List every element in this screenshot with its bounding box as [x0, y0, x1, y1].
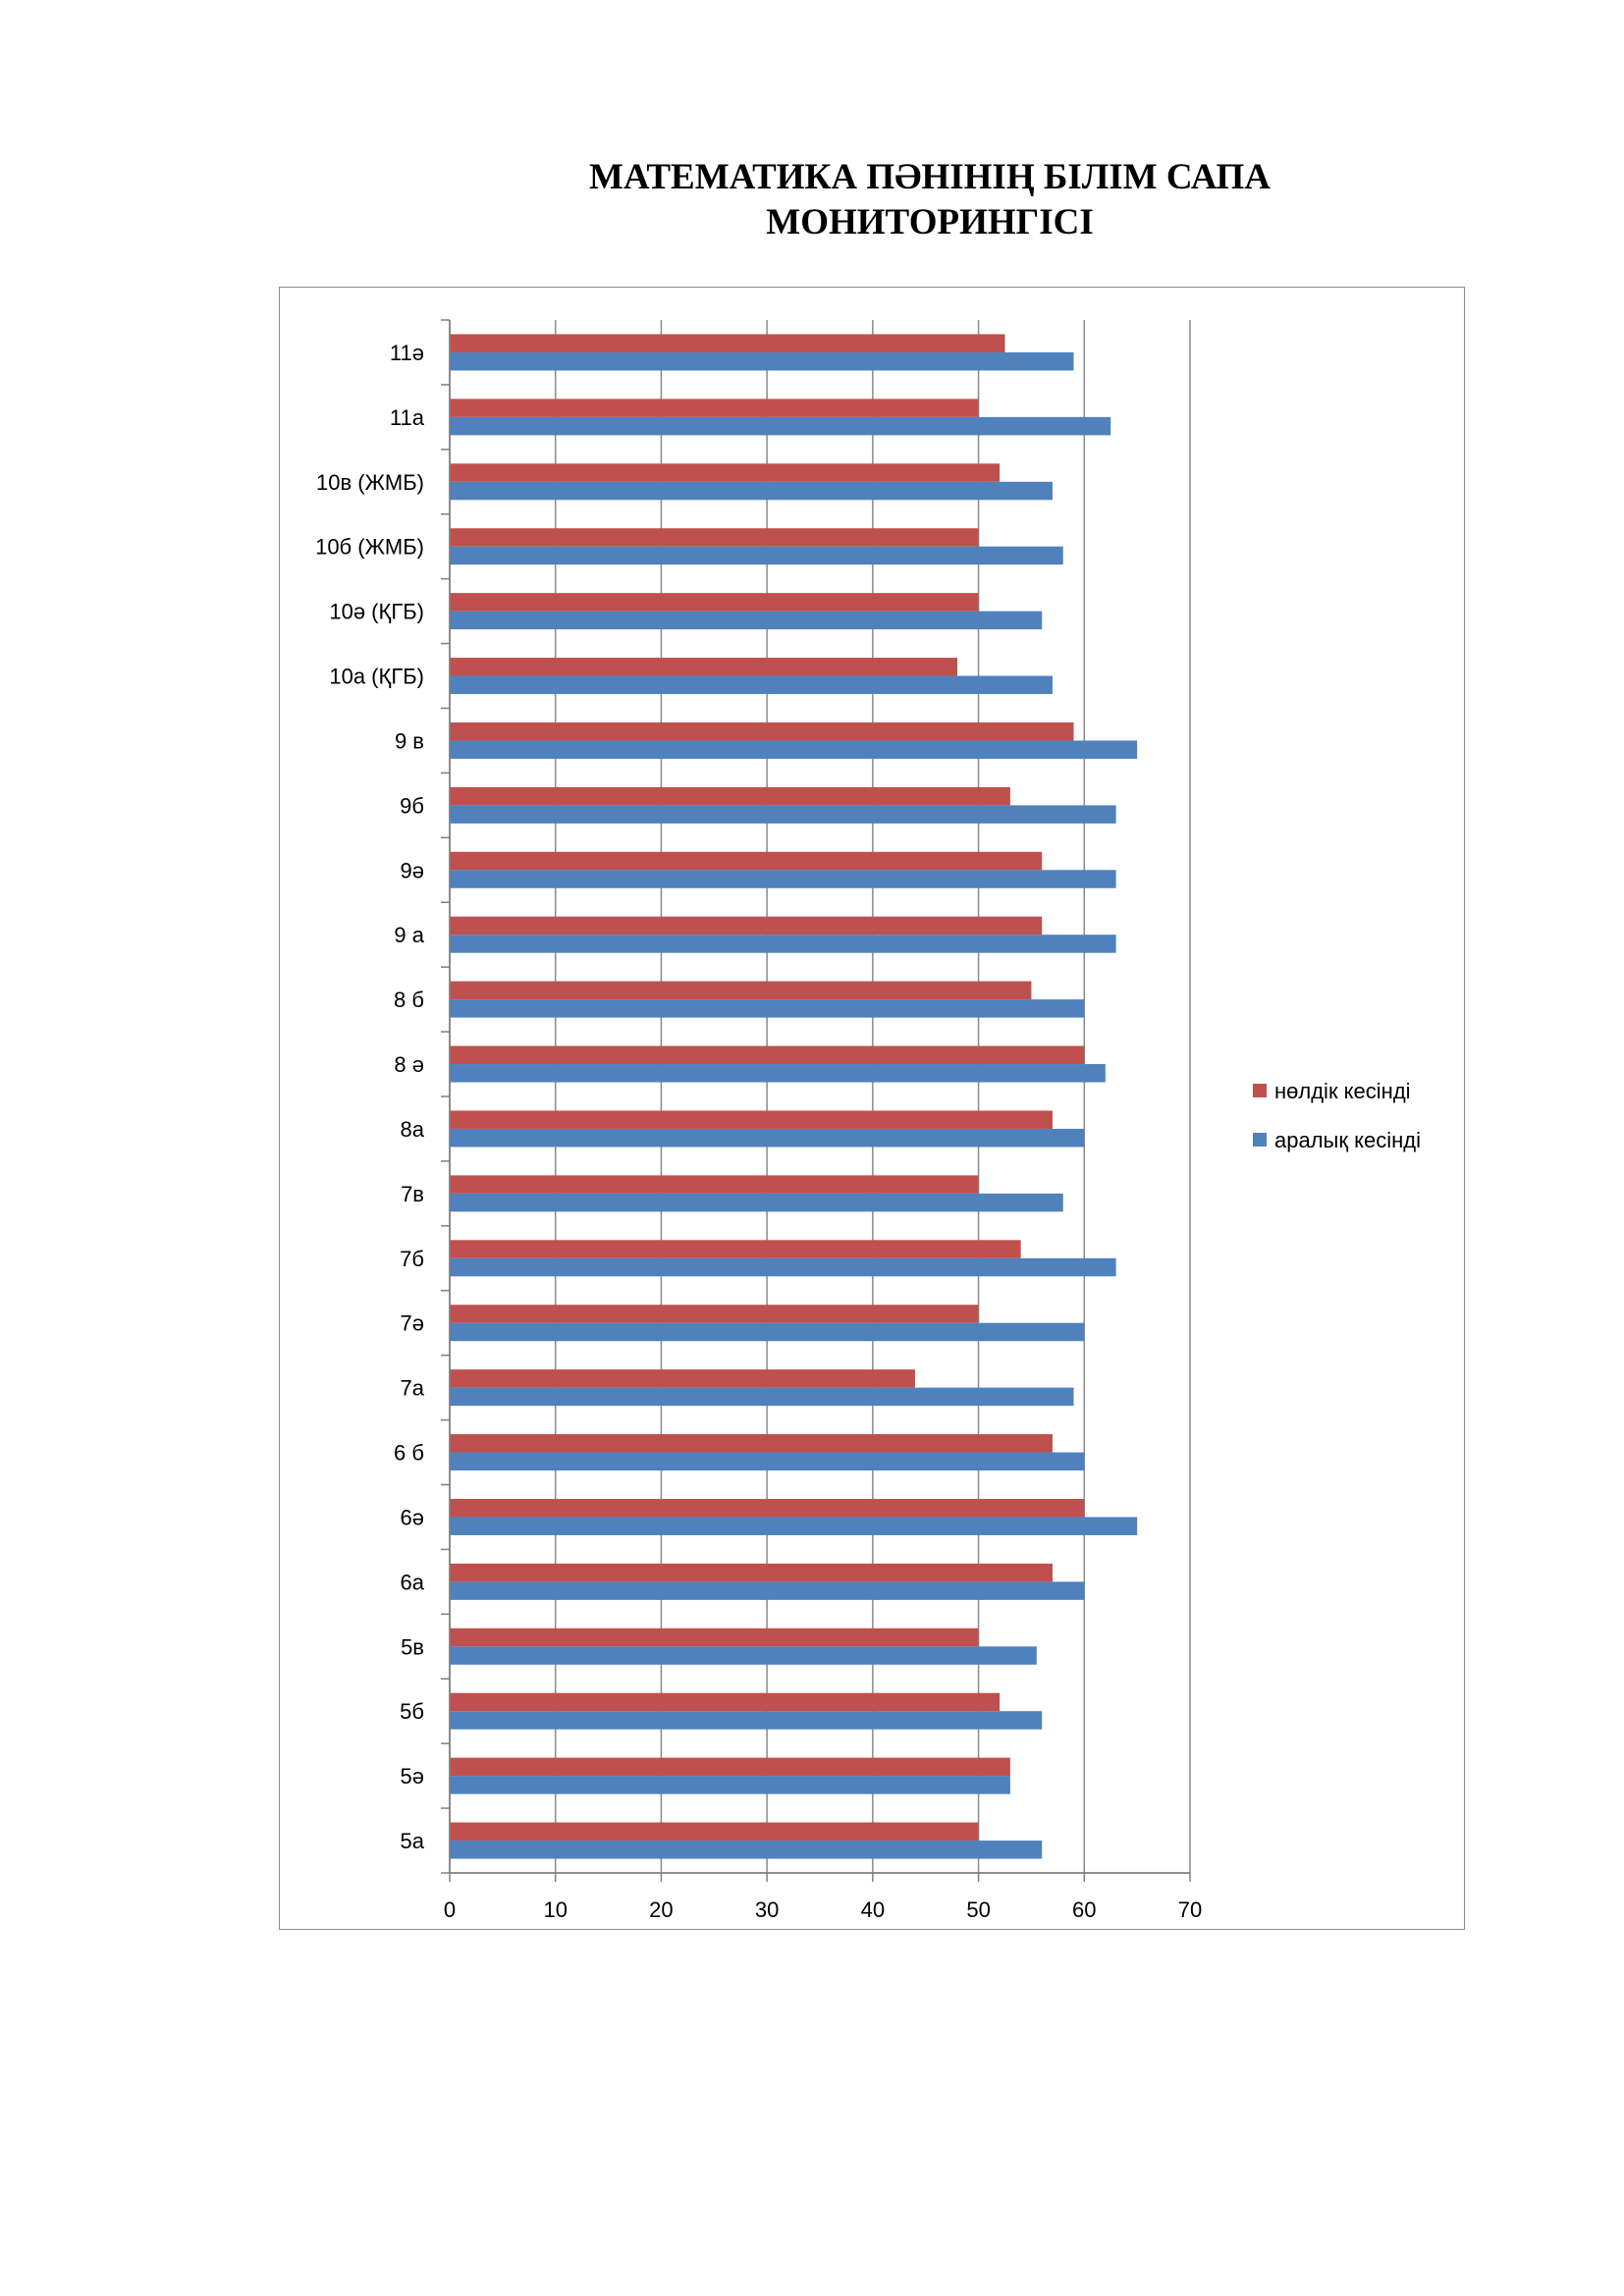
x-tick-label: 60: [1072, 1897, 1096, 1922]
category-label: 8 ә: [394, 1052, 424, 1077]
bar-нөлдік-кесінді: [450, 1369, 915, 1388]
chart-frame: [279, 287, 1465, 1930]
category-label: 11а: [390, 405, 425, 430]
bar-аралық-кесінді: [450, 1776, 1010, 1794]
bar-аралық-кесінді: [450, 675, 1053, 695]
bar-аралық-кесінді: [450, 351, 1074, 371]
legend-swatch: [1253, 1133, 1267, 1147]
category-label: 8 б: [394, 988, 424, 1012]
bar-нөлдік-кесінді: [450, 658, 958, 676]
category-label: 7ә: [401, 1311, 424, 1336]
bar-нөлдік-кесінді: [450, 1305, 979, 1323]
category-label: 11ә: [390, 341, 424, 365]
bar-нөлдік-кесінді: [450, 981, 1032, 1000]
x-tick-label: 50: [966, 1897, 990, 1922]
bar-нөлдік-кесінді: [450, 916, 1043, 935]
category-label: 10б (ЖМБ): [315, 535, 424, 560]
x-tick-label: 10: [543, 1897, 567, 1922]
bar-нөлдік-кесінді: [450, 1692, 1001, 1712]
bar-аралық-кесінді: [450, 481, 1053, 501]
bar-аралық-кесінді: [450, 805, 1116, 824]
bar-нөлдік-кесінді: [450, 786, 1010, 806]
bar-нөлдік-кесінді: [450, 1498, 1085, 1518]
category-label: 9 а: [394, 923, 424, 947]
category-label: 7а: [401, 1376, 425, 1401]
category-label: 7б: [400, 1247, 424, 1271]
bar-нөлдік-кесінді: [450, 851, 1043, 871]
category-label: 6ә: [401, 1505, 424, 1529]
bars: [450, 334, 1138, 1859]
category-label: 5б: [400, 1699, 424, 1724]
bar-нөлдік-кесінді: [450, 399, 979, 417]
bar-нөлдік-кесінді: [450, 593, 979, 612]
bar-аралық-кесінді: [450, 1322, 1085, 1342]
bar-нөлдік-кесінді: [450, 1175, 979, 1194]
bar-нөлдік-кесінді: [450, 1240, 1021, 1258]
bar-аралық-кесінді: [450, 870, 1116, 888]
x-tick-label: 70: [1178, 1897, 1202, 1922]
bar-аралық-кесінді: [450, 1452, 1085, 1471]
legend: нөлдік кесінді аралық кесінді: [1253, 1079, 1421, 1152]
labels: 0 10 20 30 40 50 60 70 11ә 11а 10в (ЖМБ) 10б (ЖМБ) 1…: [315, 341, 1202, 1922]
bar-аралық-кесінді: [450, 1711, 1043, 1730]
category-label: 10а (ҚГБ): [329, 665, 424, 689]
bar-аралық-кесінді: [450, 1128, 1085, 1148]
bar-нөлдік-кесінді: [450, 721, 1074, 741]
category-label: 6а: [401, 1570, 425, 1594]
x-tick-label: 40: [861, 1897, 885, 1922]
x-tick-label: 20: [649, 1897, 673, 1922]
chart-title-line-2: МОНИТОРИНГІСІ: [766, 202, 1094, 242]
category-label: 7в: [401, 1182, 424, 1206]
legend-label: нөлдік кесінді: [1274, 1079, 1411, 1103]
bar-аралық-кесінді: [450, 1841, 1043, 1859]
x-tick-label: 0: [444, 1897, 456, 1922]
bar-аралық-кесінді: [450, 1517, 1138, 1535]
bar-аралық-кесінді: [450, 1646, 1037, 1665]
bar-нөлдік-кесінді: [450, 334, 1005, 352]
bar-аралық-кесінді: [450, 1387, 1074, 1407]
bar-аралық-кесінді: [450, 1257, 1116, 1277]
category-label: 8а: [401, 1117, 425, 1142]
category-label: 9 в: [395, 728, 424, 753]
category-label: 6 б: [394, 1441, 424, 1466]
gridlines: [554, 320, 1191, 1873]
bar-аралық-кесінді: [450, 416, 1111, 436]
bar-аралық-кесінді: [450, 1193, 1063, 1212]
bar-нөлдік-кесінді: [450, 1757, 1010, 1777]
legend-swatch: [1253, 1084, 1267, 1097]
axes: [441, 319, 1191, 1882]
bar-аралық-кесінді: [450, 740, 1138, 759]
bar-аралық-кесінді: [450, 999, 1085, 1018]
category-label: 5в: [401, 1634, 424, 1659]
category-label: 9ә: [401, 858, 424, 882]
bar-нөлдік-кесінді: [450, 1045, 1085, 1065]
category-label: 10ә (ҚГБ): [329, 600, 424, 624]
bar-аралық-кесінді: [450, 611, 1043, 630]
x-tick-label: 30: [755, 1897, 779, 1922]
category-label: 5а: [401, 1829, 425, 1853]
bar-аралық-кесінді: [450, 934, 1116, 953]
bar-нөлдік-кесінді: [450, 528, 979, 547]
bar-нөлдік-кесінді: [450, 1628, 979, 1647]
bar-аралық-кесінді: [450, 546, 1063, 565]
category-label: 10в (ЖМБ): [316, 470, 424, 495]
bar-нөлдік-кесінді: [450, 463, 1001, 482]
bar-нөлдік-кесінді: [450, 1110, 1053, 1129]
legend-label: аралық кесінді: [1274, 1128, 1421, 1152]
bar-нөлдік-кесінді: [450, 1563, 1053, 1582]
category-label: 9б: [400, 793, 424, 818]
chart-title-line-1: МАТЕМАТИКА ПӘНІНІҢ БІЛІМ САПА: [588, 157, 1272, 197]
bar-аралық-кесінді: [450, 1064, 1106, 1083]
category-label: 5ә: [401, 1764, 424, 1789]
bar-нөлдік-кесінді: [450, 1434, 1053, 1453]
bar-аралық-кесінді: [450, 1581, 1085, 1600]
bar-нөлдік-кесінді: [450, 1822, 979, 1842]
